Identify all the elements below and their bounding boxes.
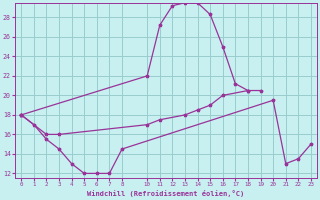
X-axis label: Windchill (Refroidissement éolien,°C): Windchill (Refroidissement éolien,°C) [87, 190, 245, 197]
